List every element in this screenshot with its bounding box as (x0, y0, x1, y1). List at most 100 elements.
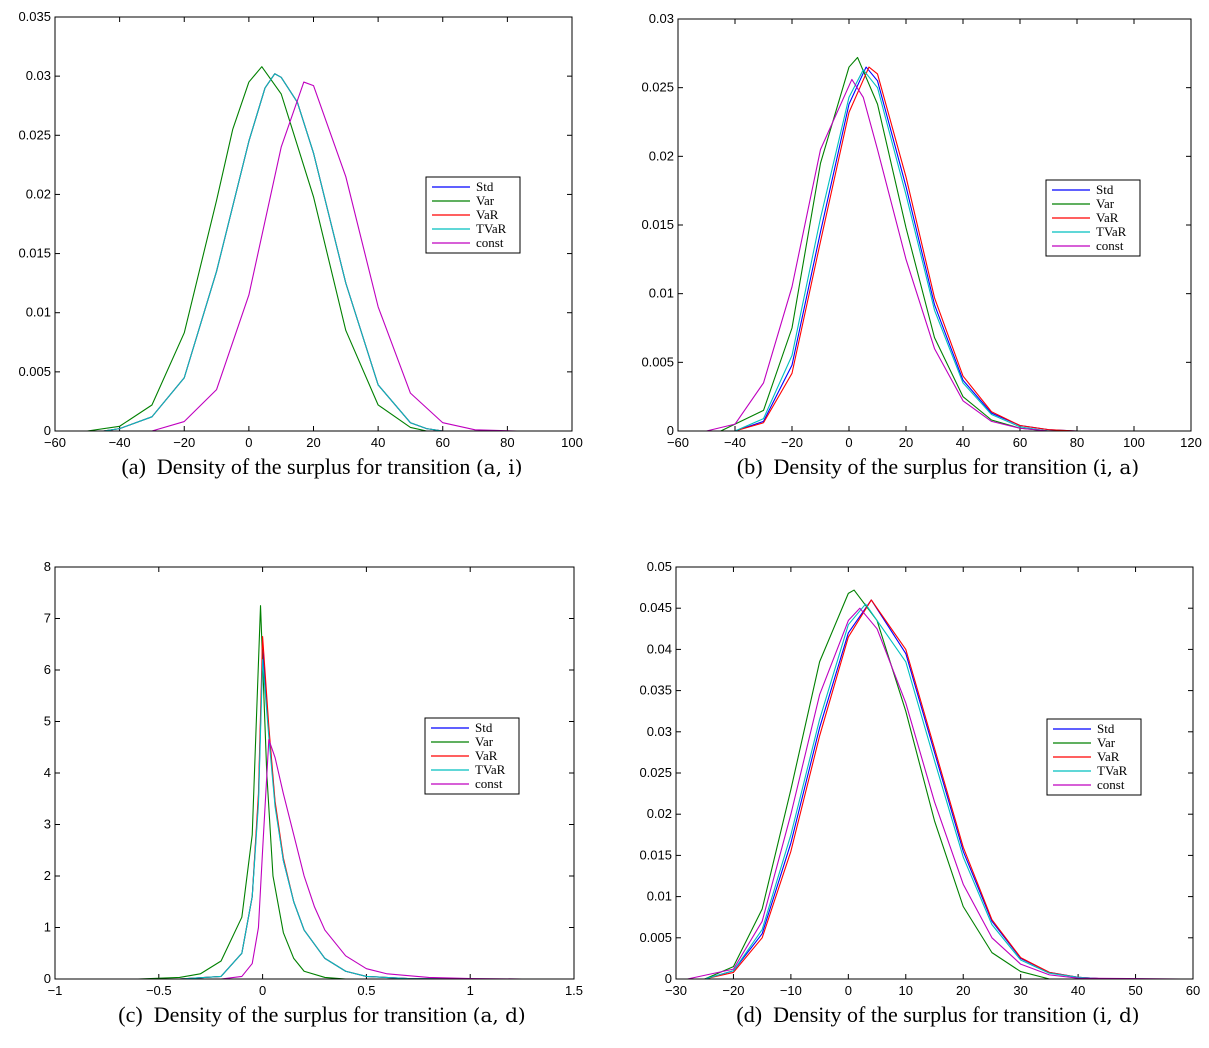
caption-math: (i, d) (1092, 1003, 1140, 1027)
caption-math: (i, a) (1092, 455, 1140, 479)
legend-label: Var (1096, 196, 1115, 211)
x-tick-label: −10 (780, 983, 802, 998)
series-line-var (138, 605, 346, 980)
legend-label: const (1097, 777, 1125, 792)
y-tick-label: 0.005 (639, 930, 672, 945)
y-tick-label: 0.05 (647, 559, 672, 574)
y-tick-label: 0.025 (641, 80, 674, 95)
series-line-const (706, 78, 1049, 432)
legend-label: TVaR (476, 221, 507, 236)
y-tick-label: 0 (44, 423, 51, 438)
x-tick-label: 60 (1186, 983, 1200, 998)
x-tick-label: 60 (1013, 435, 1027, 450)
legend-label: const (475, 776, 503, 791)
series-line-tvar (734, 69, 1049, 432)
legend-label: VaR (475, 748, 498, 763)
x-tick-label: 40 (1071, 983, 1085, 998)
axes-box (675, 566, 1194, 980)
caption-math: (a, d) (472, 1003, 526, 1027)
y-tick-label: 0.02 (26, 186, 51, 201)
x-tick-label: −60 (667, 435, 689, 450)
y-tick-label: 7 (44, 611, 51, 626)
legend-label: TVaR (475, 762, 506, 777)
x-tick-label: −0.5 (146, 983, 172, 998)
series-line-var (720, 56, 1049, 432)
legend-label: TVaR (1096, 224, 1127, 239)
y-tick-label: 1 (44, 920, 51, 935)
legend-label: Var (476, 193, 495, 208)
series-line-var (704, 599, 1107, 980)
series-line-const (151, 81, 518, 432)
axes-box (54, 566, 575, 980)
x-tick-label: −40 (724, 435, 746, 450)
series-line-var (87, 66, 427, 432)
x-tick-label: 60 (436, 435, 450, 450)
y-tick-label: 6 (44, 662, 51, 677)
x-tick-label: −40 (109, 435, 131, 450)
y-tick-label: 0.035 (639, 683, 672, 698)
caption-math: (a, i) (475, 455, 523, 479)
legend-label: Std (475, 720, 493, 735)
series-line-tvar (179, 659, 471, 980)
legend-label: Var (1097, 735, 1116, 750)
x-tick-label: 40 (956, 435, 970, 450)
x-tick-label: 20 (899, 435, 913, 450)
series-line-const (221, 738, 574, 980)
y-tick-label: 0.035 (18, 9, 51, 24)
y-tick-label: 8 (44, 559, 51, 574)
legend-label: VaR (476, 207, 499, 222)
x-tick-label: 0 (245, 435, 252, 450)
series-line-var (734, 66, 1078, 432)
y-tick-label: 4 (44, 765, 51, 780)
y-tick-label: 0 (44, 971, 51, 986)
legend-label: const (476, 235, 504, 250)
x-tick-label: 1 (467, 983, 474, 998)
x-tick-label: 80 (1070, 435, 1084, 450)
legend-label: VaR (1096, 210, 1119, 225)
y-tick-label: 0.01 (26, 305, 51, 320)
legend-label: Var (475, 734, 494, 749)
y-tick-label: 0.02 (647, 806, 672, 821)
y-tick-label: 0.03 (647, 724, 672, 739)
caption-text: (a) Density of the surplus for transitio… (121, 454, 476, 479)
series-line-const (687, 607, 1182, 980)
y-tick-label: 5 (44, 714, 51, 729)
x-tick-label: 0 (845, 983, 852, 998)
x-tick-label: 10 (899, 983, 913, 998)
y-tick-label: 0.045 (639, 600, 672, 615)
y-tick-label: 3 (44, 817, 51, 832)
caption-d: (d) Density of the surplus for transitio… (736, 1002, 1139, 1028)
caption-text: (c) Density of the surplus for transitio… (118, 1002, 473, 1027)
x-tick-label: −1 (48, 983, 63, 998)
x-tick-label: 50 (1128, 983, 1142, 998)
x-tick-label: 100 (561, 435, 583, 450)
x-tick-label: 0 (259, 983, 266, 998)
series-line-tvar (103, 73, 443, 432)
legend-label: Std (1096, 182, 1114, 197)
y-tick-label: 2 (44, 868, 51, 883)
legend-label: VaR (1097, 749, 1120, 764)
y-tick-label: 0.025 (18, 127, 51, 142)
x-tick-label: 120 (1180, 435, 1202, 450)
x-tick-label: 0.5 (357, 983, 375, 998)
x-tick-label: 20 (956, 983, 970, 998)
legend-label: Std (1097, 721, 1115, 736)
x-tick-label: −20 (722, 983, 744, 998)
x-tick-label: 1.5 (565, 983, 583, 998)
series-line-tvar (704, 603, 1107, 980)
y-tick-label: 0.005 (18, 364, 51, 379)
y-tick-label: 0.015 (639, 847, 672, 862)
y-tick-label: 0.015 (18, 246, 51, 261)
y-tick-label: 0.01 (649, 286, 674, 301)
